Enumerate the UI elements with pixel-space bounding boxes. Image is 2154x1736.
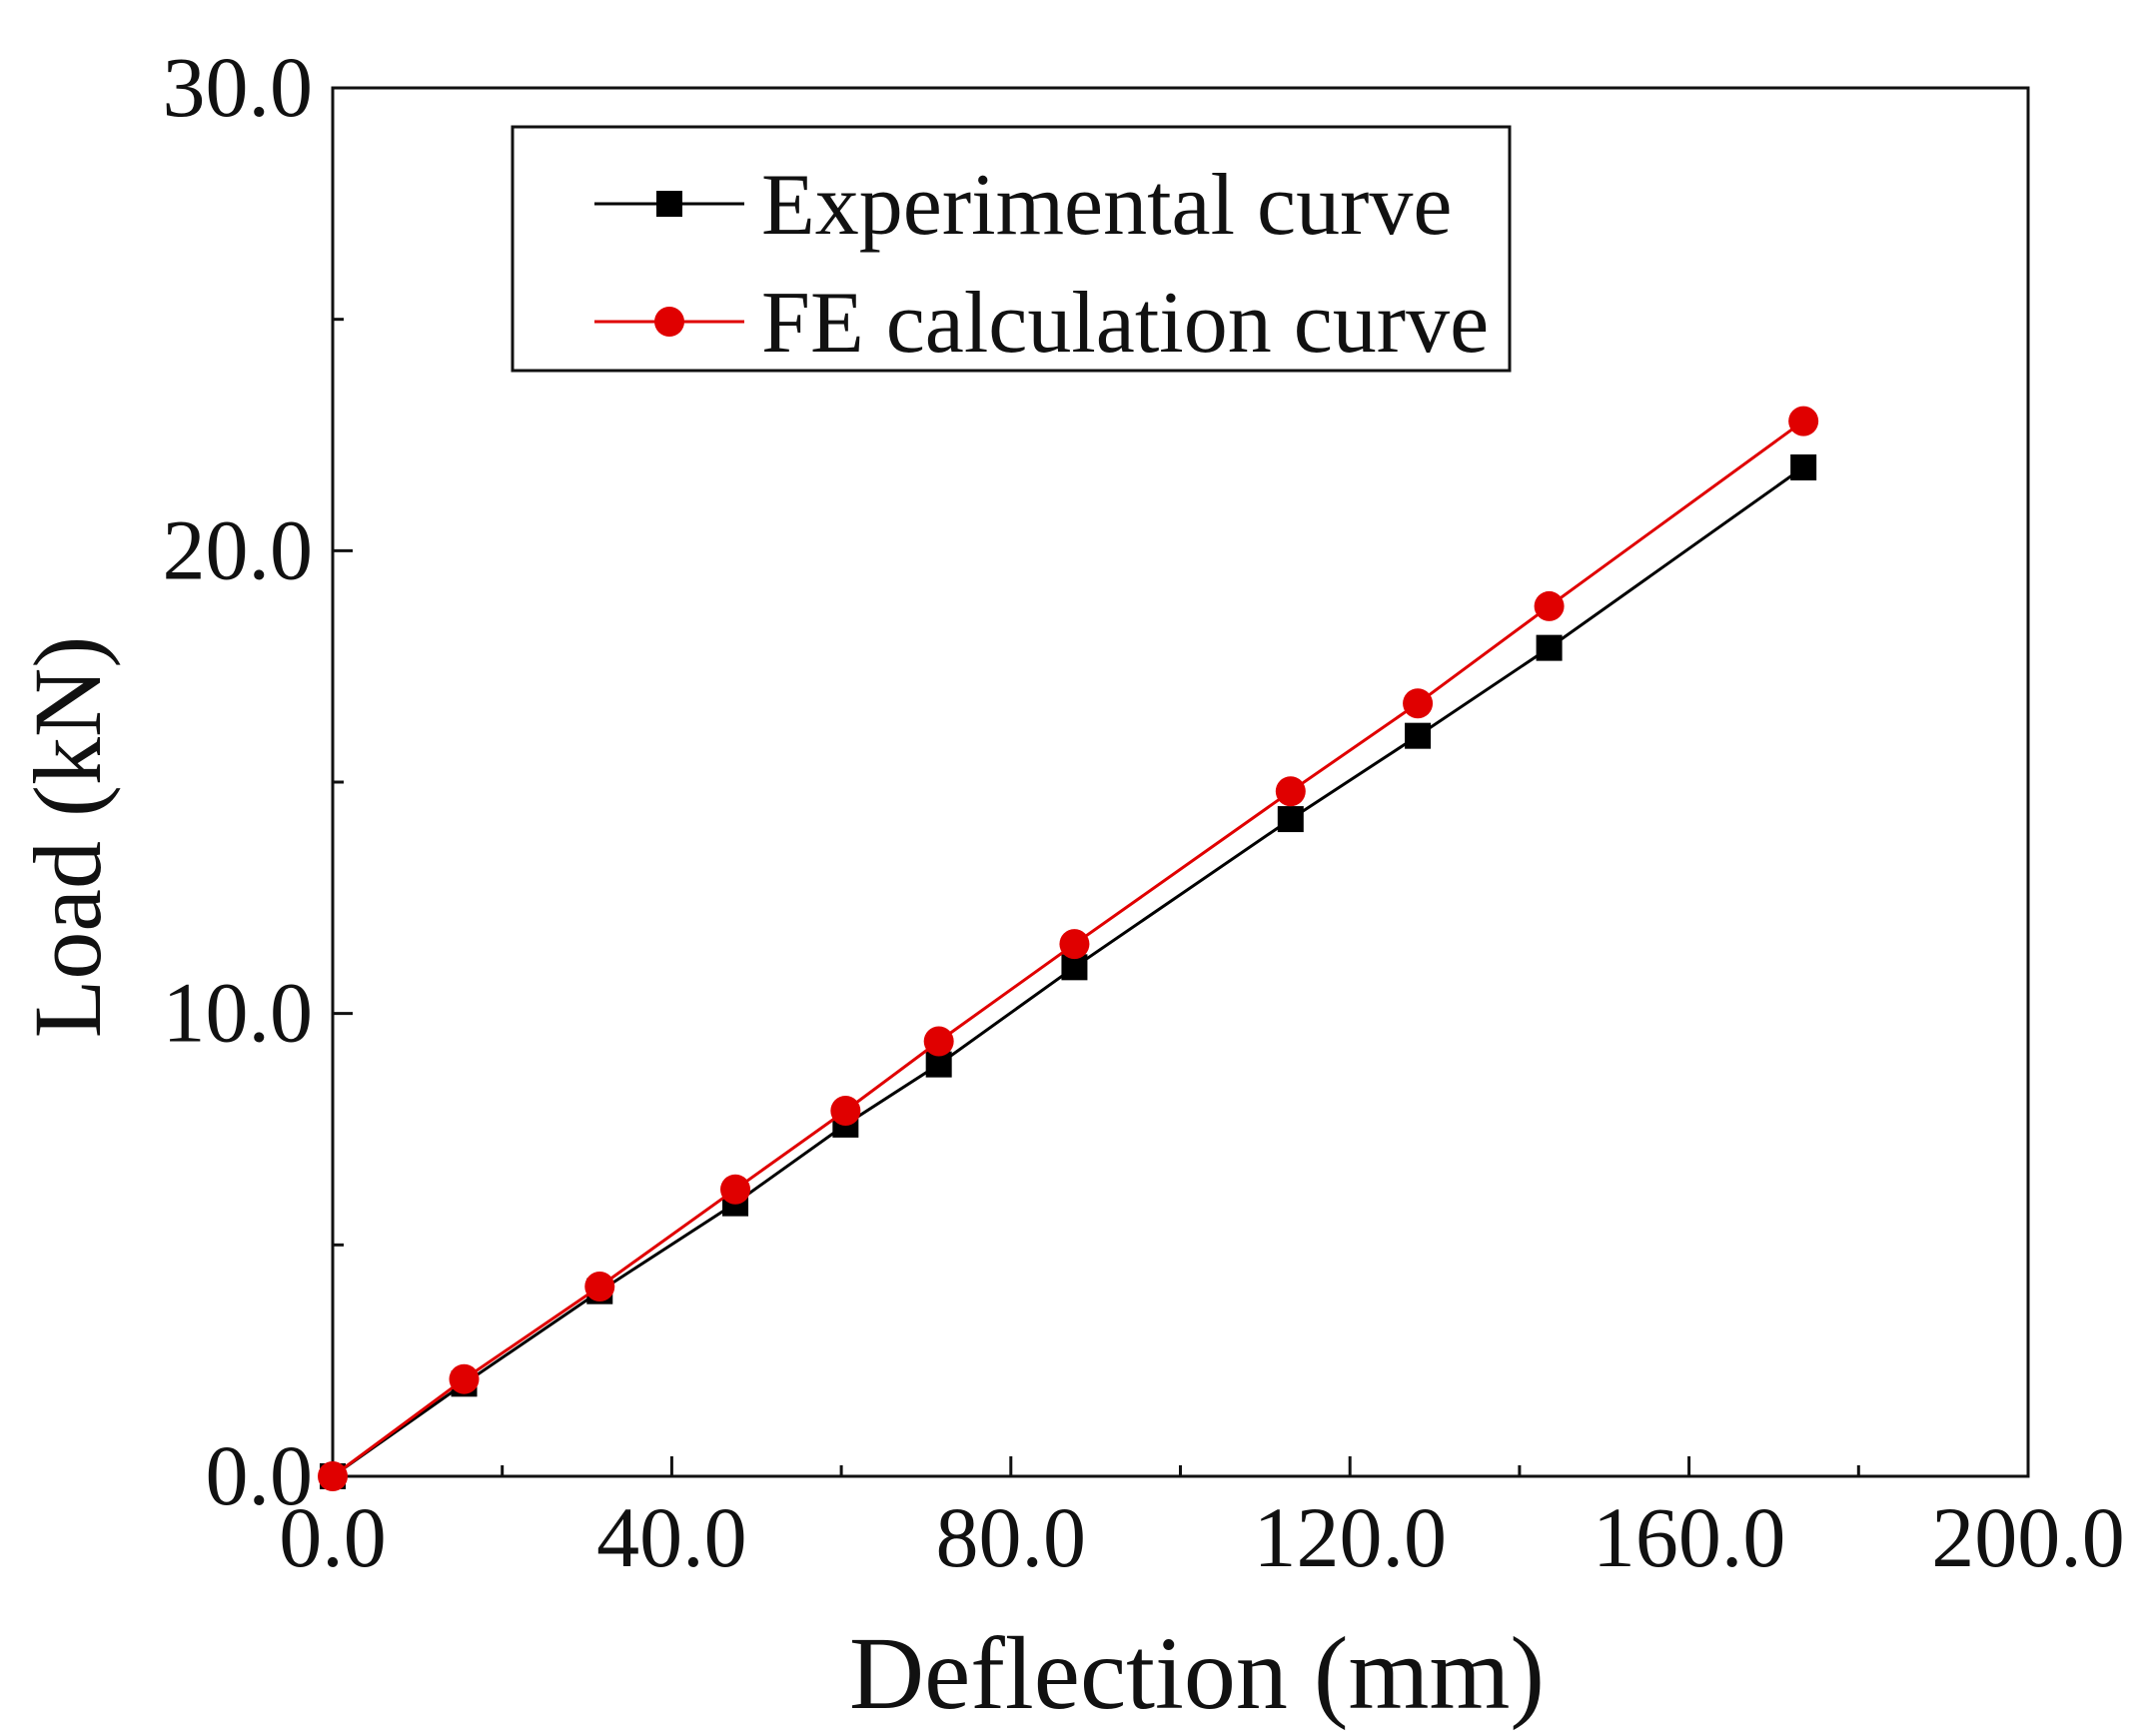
data-point-square [1790,453,1817,480]
data-point-circle [1788,406,1819,436]
data-point-circle [584,1272,615,1302]
x-tick-label: 120.0 [1253,1489,1447,1585]
data-point-circle [923,1026,954,1057]
y-tick-label: 30.0 [163,39,314,135]
y-tick-label: 20.0 [163,501,314,597]
legend-label: FE calculation curve [761,275,1489,372]
data-point-square [1277,806,1304,833]
data-point-circle [449,1363,480,1394]
data-point-circle [1534,590,1565,621]
legend-entry: FE calculation curve [594,275,1489,372]
data-point-circle [830,1095,861,1126]
series-experimental [320,453,1817,1489]
x-axis-title: Deflection (mm) [849,1616,1545,1731]
data-point-square [1536,634,1563,661]
x-tick-label: 80.0 [936,1489,1087,1585]
y-tick-label: 10.0 [163,965,314,1061]
data-point-circle [318,1461,348,1491]
data-point-circle [1275,776,1306,807]
x-tick-label: 0.0 [279,1489,387,1585]
x-tick-label: 200.0 [1931,1489,2125,1585]
series-fe-calculation [318,406,1819,1491]
y-axis-title: Load (kN) [14,636,121,1039]
data-point-square [1405,722,1432,749]
data-point-circle [720,1174,751,1205]
legend-entry: Experimental curve [594,157,1452,254]
legend-marker-square [656,191,682,217]
x-tick-label: 40.0 [596,1489,747,1585]
data-point-circle [1059,929,1090,960]
x-tick-label: 160.0 [1593,1489,1786,1585]
y-tick-label: 0.0 [206,1427,314,1523]
data-point-circle [1403,688,1434,719]
legend-marker-circle [654,307,684,337]
legend-label: Experimental curve [761,157,1452,254]
